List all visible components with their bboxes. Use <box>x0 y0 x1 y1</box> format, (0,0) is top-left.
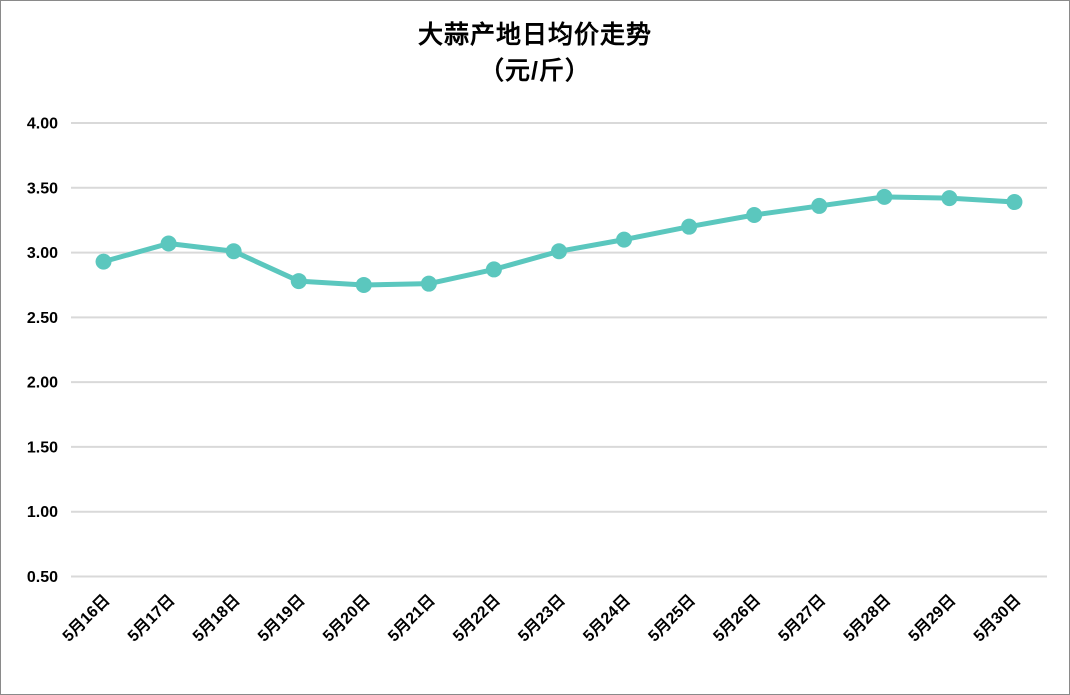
data-point-marker <box>355 276 372 293</box>
x-axis-tick-label: 5月26日 <box>710 591 764 645</box>
data-point-marker <box>420 275 437 292</box>
y-axis-tick-label: 0.50 <box>27 569 58 586</box>
data-point-marker <box>160 235 177 252</box>
y-axis-tick-label: 3.00 <box>27 245 58 262</box>
chart-subtitle: （元/斤） <box>479 57 591 85</box>
data-point-marker <box>95 253 112 270</box>
data-point-marker <box>485 261 502 278</box>
data-point-marker <box>551 243 567 260</box>
data-point-marker <box>876 188 893 205</box>
x-axis-tick-label: 5月22日 <box>450 591 504 645</box>
data-point-marker <box>616 231 633 248</box>
price-trend-line <box>101 194 1017 288</box>
x-axis-tick-label: 5月20日 <box>319 591 373 645</box>
data-point-marker <box>811 197 828 214</box>
x-axis-tick-label: 5月27日 <box>775 591 829 645</box>
x-axis-tick-label: 5月24日 <box>580 591 634 645</box>
x-axis-tick-label: 5月19日 <box>254 591 308 645</box>
x-axis-tick-label: 5月17日 <box>124 591 178 645</box>
y-axis-tick-label: 1.00 <box>27 504 58 521</box>
data-point-marker <box>681 218 698 235</box>
chart-title-block: 大蒜产地日均价走势 （元/斤） <box>1 17 1069 89</box>
y-axis-tick-label: 4.00 <box>27 116 58 133</box>
x-axis-tick-label: 5月28日 <box>840 591 894 645</box>
data-point-marker <box>290 273 307 290</box>
data-point-marker <box>746 206 763 223</box>
y-axis-tick-label: 2.50 <box>27 310 58 327</box>
y-axis-tick-label: 1.50 <box>27 439 58 456</box>
x-axis-tick-label: 5月30日 <box>970 591 1024 645</box>
y-axis-tick-label: 2.00 <box>27 375 58 392</box>
x-axis-tick-label: 5月29日 <box>905 591 959 645</box>
x-axis-tick-label: 5月16日 <box>59 591 113 645</box>
y-axis-tick-label: 3.50 <box>27 180 58 197</box>
x-axis-tick-label: 5月23日 <box>515 591 569 645</box>
x-axis-tick-label: 5月18日 <box>189 591 243 645</box>
data-point-marker <box>941 190 958 207</box>
x-axis-tick-label: 5月25日 <box>645 591 699 645</box>
chart-title: 大蒜产地日均价走势 <box>417 21 652 49</box>
data-point-marker <box>1006 194 1023 211</box>
data-point-marker <box>225 243 242 260</box>
x-axis-tick-label: 5月21日 <box>384 591 438 645</box>
